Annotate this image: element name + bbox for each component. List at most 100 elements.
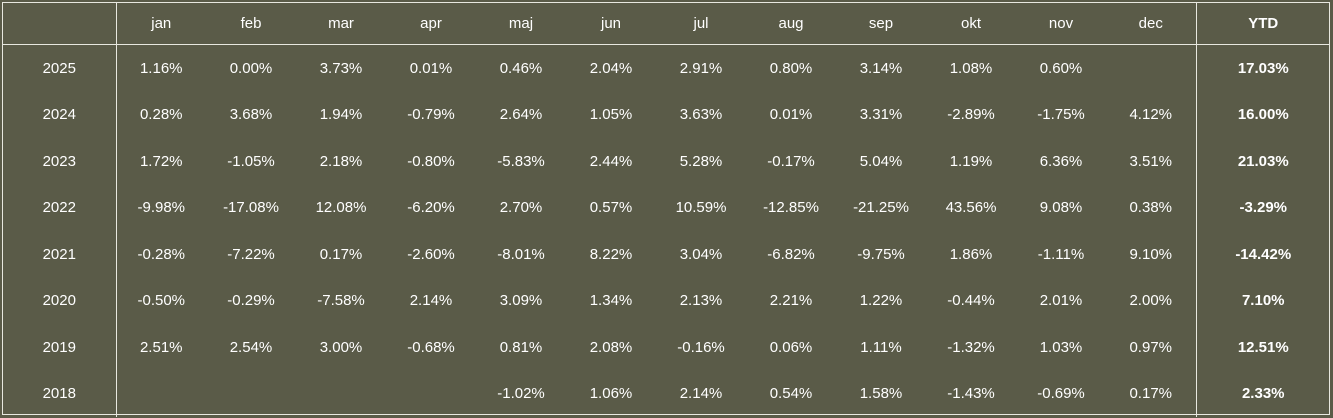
header-month-feb: feb <box>206 3 296 45</box>
month-return-cell: -0.44% <box>947 292 995 310</box>
month-return-cell <box>1106 44 1197 92</box>
ytd-return-cell: 16.00% <box>1237 106 1289 124</box>
row-year: 2018 <box>3 370 117 417</box>
month-return-cell: 9.10% <box>1106 231 1197 278</box>
table-row: 2021 -0.28% -7.22% 0.17% -2.60% -8.01% 8.22% 3.… <box>3 231 1330 278</box>
header-month-okt: okt <box>926 3 1016 45</box>
month-return-cell: -0.80% <box>407 152 455 170</box>
month-return-cell: 1.11% <box>860 338 902 356</box>
month-return-cell <box>296 371 386 418</box>
month-return-cell: -0.28% <box>137 245 186 263</box>
row-year: 2023 <box>3 138 117 185</box>
month-return-cell: -0.17% <box>767 152 815 170</box>
month-return-cell <box>116 371 206 418</box>
row-year: 2021 <box>3 231 117 278</box>
month-return-cell: 0.54% <box>769 385 813 403</box>
month-return-cell: 0.38% <box>1106 184 1197 231</box>
month-return-cell: 0.80% <box>769 59 813 77</box>
month-return-cell: 0.01% <box>409 59 453 77</box>
month-return-cell: 0.17% <box>319 245 363 263</box>
month-return-cell: 3.14% <box>859 59 903 77</box>
month-return-cell: 0.60% <box>1039 59 1083 77</box>
month-return-cell: -0.79% <box>407 106 455 124</box>
header-month-mar: mar <box>296 3 386 45</box>
ytd-return-cell: 7.10% <box>1241 292 1285 310</box>
ytd-return-cell: -14.42% <box>1235 245 1292 263</box>
month-return-cell: 2.00% <box>1106 277 1197 324</box>
month-return-cell: 3.68% <box>229 106 273 124</box>
month-return-cell: 2.70% <box>499 199 543 217</box>
month-return-cell: 2.54% <box>229 338 273 356</box>
ytd-return-cell: 17.03% <box>1237 59 1289 77</box>
month-return-cell: 2.21% <box>769 292 813 310</box>
month-return-cell: 3.04% <box>679 245 723 263</box>
month-return-cell: 1.08% <box>949 59 993 77</box>
month-return-cell: -1.32% <box>947 338 995 356</box>
ytd-return-cell: 21.03% <box>1237 152 1289 170</box>
month-return-cell: -1.43% <box>947 385 995 403</box>
month-return-cell: 3.31% <box>859 106 903 124</box>
month-return-cell: -12.85% <box>763 199 819 217</box>
month-return-cell: 2.08% <box>589 338 633 356</box>
month-return-cell: 1.58% <box>859 385 903 403</box>
month-return-cell: 3.00% <box>319 338 363 356</box>
month-return-cell: -0.29% <box>227 292 275 310</box>
header-month-dec: dec <box>1106 3 1197 45</box>
month-return-cell: 1.86% <box>949 245 993 263</box>
header-ytd: YTD <box>1196 3 1330 45</box>
month-return-cell: 1.03% <box>1039 338 1083 356</box>
month-return-cell: 12.08% <box>315 199 367 217</box>
month-return-cell: 0.97% <box>1106 324 1197 371</box>
ytd-return-cell: 2.33% <box>1241 385 1285 403</box>
month-return-cell: 3.09% <box>499 292 543 310</box>
ytd-return-cell: -3.29% <box>1239 199 1288 217</box>
month-return-cell: -1.02% <box>497 385 545 403</box>
table-row: 2020 -0.50% -0.29% -7.58% 2.14% 3.09% 1.34% 2.1… <box>3 277 1330 324</box>
month-return-cell: 2.13% <box>679 292 723 310</box>
month-return-cell: -5.83% <box>497 152 545 170</box>
month-return-cell: 2.91% <box>679 59 723 77</box>
month-return-cell: -6.20% <box>407 199 455 217</box>
row-year: 2019 <box>3 324 117 371</box>
month-return-cell: 1.19% <box>949 152 993 170</box>
month-return-cell: 1.94% <box>319 106 363 124</box>
month-return-cell: -9.75% <box>857 245 905 263</box>
month-return-cell: 43.56% <box>945 199 997 217</box>
month-return-cell: 3.51% <box>1106 138 1197 185</box>
ytd-return-cell: 12.51% <box>1237 338 1289 356</box>
month-return-cell: -8.01% <box>497 245 545 263</box>
month-return-cell: -1.05% <box>227 152 275 170</box>
month-return-cell: 1.22% <box>859 292 903 310</box>
month-return-cell: 6.36% <box>1039 152 1083 170</box>
header-month-nov: nov <box>1016 3 1106 45</box>
month-return-cell: 0.01% <box>769 106 813 124</box>
month-return-cell: -0.68% <box>407 338 455 356</box>
month-return-cell: -1.11% <box>1037 245 1085 263</box>
month-return-cell: 1.06% <box>589 385 633 403</box>
month-return-cell: -0.50% <box>137 292 186 310</box>
header-month-jan: jan <box>116 3 206 45</box>
row-year: 2022 <box>3 184 117 231</box>
header-row: jan feb mar apr maj jun jul aug sep okt … <box>3 3 1330 45</box>
month-return-cell: 0.06% <box>769 338 813 356</box>
month-return-cell: -2.60% <box>407 245 455 263</box>
month-return-cell: -0.16% <box>677 338 725 356</box>
month-return-cell: -21.25% <box>853 199 909 217</box>
header-year-cell <box>3 3 117 45</box>
header-month-apr: apr <box>386 3 476 45</box>
header-month-maj: maj <box>476 3 566 45</box>
table-row: 2019 2.51% 2.54% 3.00% -0.68% 0.81% 2.08% -0.16… <box>3 324 1330 371</box>
month-return-cell: 9.08% <box>1039 199 1083 217</box>
month-return-cell: 2.44% <box>589 152 633 170</box>
month-return-cell: 1.05% <box>589 106 633 124</box>
month-return-cell: 3.63% <box>679 106 723 124</box>
month-return-cell: -0.69% <box>1037 385 1085 403</box>
month-return-cell: 5.04% <box>859 152 903 170</box>
header-month-jun: jun <box>566 3 656 45</box>
month-return-cell <box>206 371 296 418</box>
month-return-cell: 8.22% <box>589 245 633 263</box>
month-return-cell: 2.01% <box>1039 292 1083 310</box>
table-row: 2023 1.72% -1.05% 2.18% -0.80% -5.83% 2.44% 5.2… <box>3 138 1330 185</box>
month-return-cell: -1.75% <box>1037 106 1085 124</box>
